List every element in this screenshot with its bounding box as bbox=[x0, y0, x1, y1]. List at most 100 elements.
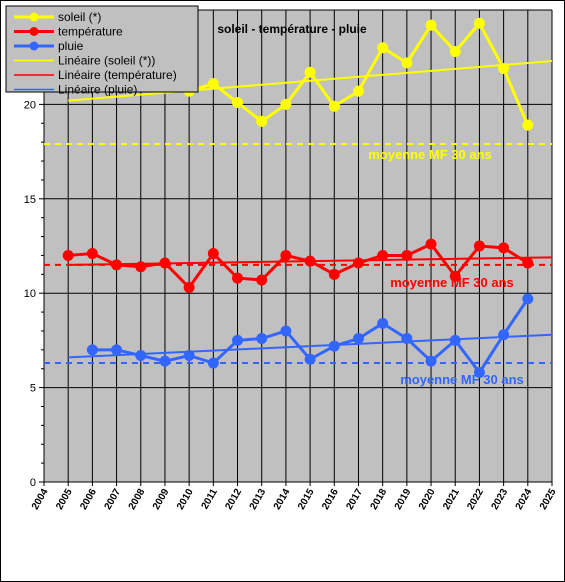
data-point bbox=[401, 333, 413, 345]
y-tick-label: 10 bbox=[24, 288, 36, 300]
legend-entry: Linéaire (température) bbox=[58, 68, 177, 82]
data-point bbox=[304, 66, 316, 78]
data-point bbox=[207, 78, 219, 90]
reference-lines bbox=[44, 143, 552, 365]
data-point bbox=[425, 355, 437, 367]
data-point bbox=[183, 282, 195, 294]
data-point bbox=[473, 240, 485, 252]
x-tick-label: 2020 bbox=[417, 487, 438, 512]
x-tick-label: 2008 bbox=[127, 487, 148, 512]
legend-entry: pluie bbox=[58, 39, 84, 53]
legend-swatch-marker bbox=[29, 41, 39, 51]
data-point bbox=[473, 366, 485, 378]
reference-label: moyenne MF 30 ans bbox=[400, 372, 524, 387]
data-point bbox=[352, 257, 364, 269]
y-tick-label: 15 bbox=[24, 194, 36, 206]
x-tick-label: 2006 bbox=[78, 487, 99, 512]
data-point bbox=[207, 357, 219, 369]
x-tick-label: 2025 bbox=[538, 487, 559, 512]
data-point bbox=[498, 329, 510, 341]
data-point bbox=[328, 340, 340, 352]
data-point bbox=[473, 17, 485, 29]
data-point bbox=[280, 98, 292, 110]
data-point bbox=[135, 261, 147, 273]
data-point bbox=[111, 344, 123, 356]
x-tick-label: 2009 bbox=[151, 487, 172, 512]
data-point bbox=[498, 242, 510, 254]
data-point bbox=[207, 248, 219, 260]
legend-box bbox=[5, 5, 199, 93]
data-point bbox=[449, 270, 461, 282]
data-point bbox=[449, 46, 461, 58]
data-point bbox=[256, 115, 268, 127]
data-point bbox=[425, 238, 437, 250]
x-tick-label: 2010 bbox=[175, 487, 196, 512]
data-point bbox=[377, 249, 389, 261]
data-point bbox=[498, 63, 510, 75]
data-point bbox=[280, 325, 292, 337]
y-tick-label: 20 bbox=[24, 99, 36, 111]
reference-labels: moyenne MF 30 ans moyenne MF 30 ans moyenn… bbox=[368, 147, 524, 387]
x-tick-label: 2019 bbox=[393, 487, 414, 512]
data-point bbox=[86, 248, 98, 260]
legend-swatch-marker bbox=[29, 27, 39, 36]
data-point bbox=[159, 257, 171, 269]
data-point bbox=[183, 350, 195, 362]
x-tick-label: 2011 bbox=[200, 487, 221, 512]
y-tick-label: 5 bbox=[30, 383, 36, 395]
data-point bbox=[159, 355, 171, 367]
reference-label: moyenne MF 30 ans bbox=[390, 275, 514, 290]
x-tick-label: 2016 bbox=[320, 487, 341, 512]
legend-swatch-marker bbox=[29, 12, 39, 22]
data-point bbox=[232, 97, 244, 109]
data-point bbox=[328, 268, 340, 280]
y-tick-label: 0 bbox=[30, 477, 36, 489]
data-point bbox=[232, 272, 244, 284]
legend-entry: Linéaire (pluie) bbox=[58, 83, 137, 97]
legend-entry: Linéaire (soleil (*)) bbox=[58, 54, 155, 68]
data-point bbox=[522, 257, 534, 269]
data-point bbox=[232, 334, 244, 346]
data-point bbox=[449, 334, 461, 346]
trend-line bbox=[68, 333, 553, 359]
x-tick-label: 2015 bbox=[296, 487, 317, 512]
data-point bbox=[280, 249, 292, 261]
data-point bbox=[304, 353, 316, 365]
x-tick-label: 2007 bbox=[103, 487, 124, 512]
data-point bbox=[352, 85, 364, 97]
data-point bbox=[377, 42, 389, 54]
x-tick-label: 2005 bbox=[54, 487, 75, 512]
data-point bbox=[425, 19, 437, 31]
data-point bbox=[377, 317, 389, 329]
reference-label: moyenne MF 30 ans bbox=[368, 147, 492, 162]
data-point bbox=[401, 249, 413, 261]
data-point bbox=[62, 249, 74, 261]
data-point bbox=[304, 255, 316, 267]
data-point bbox=[401, 57, 413, 69]
x-tick-label: 2018 bbox=[369, 487, 390, 512]
series-lines bbox=[62, 17, 534, 378]
x-tick-label: 2004 bbox=[30, 487, 51, 512]
x-axis: 2004 2005 2006 2007 2008 2009 2010 2011 2012 2013… bbox=[30, 481, 559, 512]
data-point bbox=[352, 333, 364, 345]
trend-line bbox=[68, 59, 553, 102]
chart-title: soleil - température - pluie bbox=[217, 22, 367, 36]
x-tick-label: 2012 bbox=[223, 487, 244, 512]
legend-entry: soleil (*) bbox=[58, 10, 101, 24]
data-point bbox=[111, 259, 123, 271]
x-tick-label: 2021 bbox=[441, 487, 462, 512]
data-point bbox=[256, 274, 268, 286]
x-tick-label: 2023 bbox=[490, 487, 511, 512]
x-tick-label: 2022 bbox=[465, 487, 486, 512]
data-point bbox=[86, 344, 98, 356]
data-point bbox=[256, 333, 268, 345]
x-tick-label: 2013 bbox=[248, 487, 269, 512]
x-tick-label: 2017 bbox=[344, 487, 365, 512]
data-point bbox=[522, 119, 534, 131]
data-point bbox=[522, 293, 534, 305]
data-point bbox=[328, 100, 340, 112]
data-point bbox=[135, 350, 147, 362]
x-tick-label: 2024 bbox=[514, 487, 535, 512]
